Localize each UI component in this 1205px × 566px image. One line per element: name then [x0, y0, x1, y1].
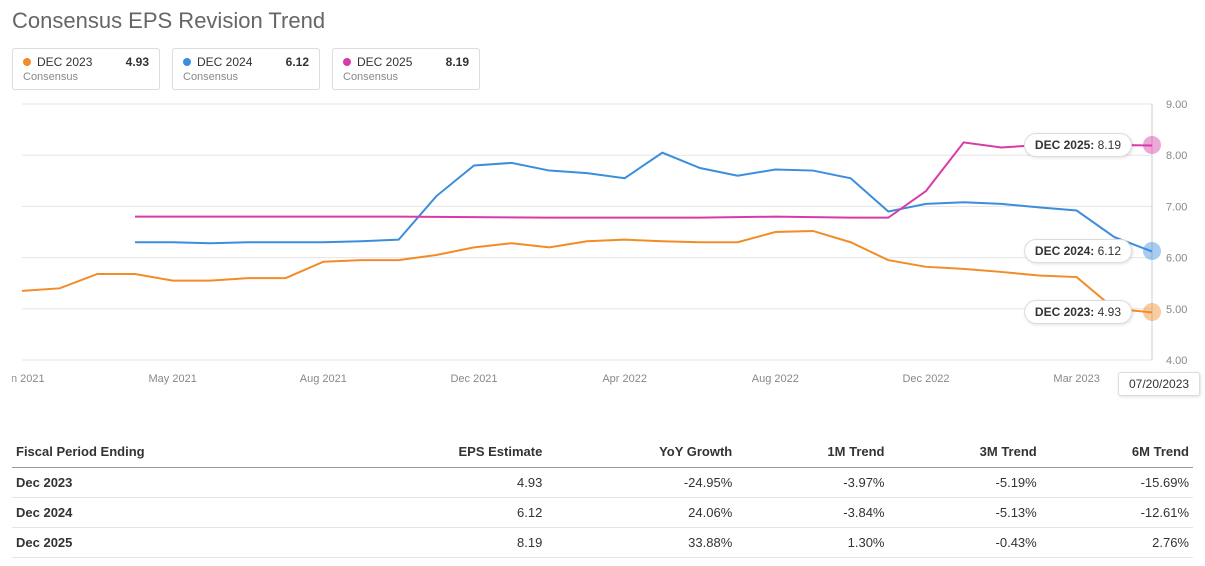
svg-text:Aug 2022: Aug 2022 [752, 373, 799, 385]
legend-year: DEC 2023 [37, 55, 92, 69]
legend-year: DEC 2025 [357, 55, 412, 69]
svg-text:May 2021: May 2021 [149, 373, 197, 385]
svg-text:Apr 2022: Apr 2022 [602, 373, 647, 385]
table-cell: 24.06% [546, 498, 736, 528]
table-header: 3M Trend [889, 436, 1041, 468]
table-header: YoY Growth [546, 436, 736, 468]
legend-dot-icon [183, 58, 191, 66]
table-cell: -3.97% [736, 468, 888, 498]
svg-text:5.00: 5.00 [1166, 304, 1187, 316]
legend-value: 8.19 [446, 55, 469, 69]
svg-text:Jan 2021: Jan 2021 [12, 373, 45, 385]
svg-text:9.00: 9.00 [1166, 99, 1187, 111]
legend-card[interactable]: DEC 2024 6.12 Consensus [172, 48, 320, 90]
table-header: 6M Trend [1041, 436, 1193, 468]
table-cell: 2.76% [1041, 528, 1193, 558]
table-cell: -5.13% [889, 498, 1041, 528]
legend-sublabel: Consensus [343, 71, 469, 83]
table-row: Dec 20258.1933.88%1.30%-0.43%2.76% [12, 528, 1193, 558]
table-header: EPS Estimate [332, 436, 547, 468]
legend-card[interactable]: DEC 2025 8.19 Consensus [332, 48, 480, 90]
table-cell: 33.88% [546, 528, 736, 558]
legend-dot-icon [23, 58, 31, 66]
svg-text:Dec 2022: Dec 2022 [902, 373, 949, 385]
svg-text:Dec 2021: Dec 2021 [450, 373, 497, 385]
series-end-label: DEC 2025: 8.19 [1024, 133, 1132, 157]
legend-value: 4.93 [126, 55, 149, 69]
chart-area: 4.00 5.00 6.00 7.00 8.00 9.00 Jan 2021 May 2021… [12, 98, 1193, 408]
legend-value: 6.12 [286, 55, 309, 69]
svg-text:4.00: 4.00 [1166, 355, 1187, 367]
legend-year: DEC 2024 [197, 55, 252, 69]
table-cell: -3.84% [736, 498, 888, 528]
table-cell: -15.69% [1041, 468, 1193, 498]
table-header: 1M Trend [736, 436, 888, 468]
table-cell: 1.30% [736, 528, 888, 558]
series-end-label: DEC 2023: 4.93 [1024, 300, 1132, 324]
date-marker: 07/20/2023 [1118, 372, 1200, 396]
table-cell: 8.19 [332, 528, 547, 558]
svg-text:Mar 2023: Mar 2023 [1053, 373, 1099, 385]
table-row: Dec 20246.1224.06%-3.84%-5.13%-12.61% [12, 498, 1193, 528]
table-cell: Dec 2023 [12, 468, 332, 498]
table-cell: Dec 2024 [12, 498, 332, 528]
table-cell: -5.19% [889, 468, 1041, 498]
svg-text:Aug 2021: Aug 2021 [300, 373, 347, 385]
table-header: Fiscal Period Ending [12, 436, 332, 468]
table-cell: -24.95% [546, 468, 736, 498]
series-end-label: DEC 2024: 6.12 [1024, 239, 1132, 263]
page-title: Consensus EPS Revision Trend [12, 8, 1193, 34]
legend-row: DEC 2023 4.93 Consensus DEC 2024 6.12 Consens… [12, 48, 1193, 90]
table-row: Dec 20234.93-24.95%-3.97%-5.19%-15.69% [12, 468, 1193, 498]
line-chart: 4.00 5.00 6.00 7.00 8.00 9.00 Jan 2021 May 2021… [12, 98, 1193, 408]
svg-text:6.00: 6.00 [1166, 253, 1187, 265]
table-cell: -0.43% [889, 528, 1041, 558]
table-cell: Dec 2025 [12, 528, 332, 558]
table-cell: 6.12 [332, 498, 547, 528]
legend-sublabel: Consensus [23, 71, 149, 83]
legend-card[interactable]: DEC 2023 4.93 Consensus [12, 48, 160, 90]
table-cell: -12.61% [1041, 498, 1193, 528]
legend-sublabel: Consensus [183, 71, 309, 83]
svg-text:8.00: 8.00 [1166, 150, 1187, 162]
svg-text:7.00: 7.00 [1166, 201, 1187, 213]
table-cell: 4.93 [332, 468, 547, 498]
legend-dot-icon [343, 58, 351, 66]
eps-table: Fiscal Period EndingEPS EstimateYoY Grow… [12, 436, 1193, 558]
